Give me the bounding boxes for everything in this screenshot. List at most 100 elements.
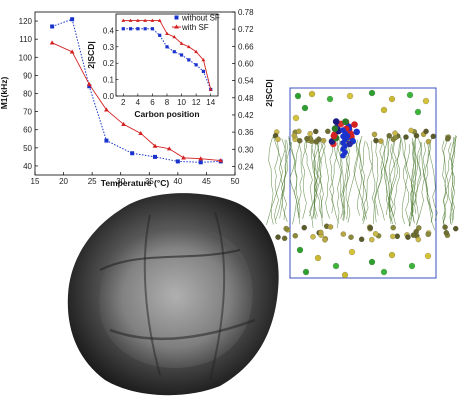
- headgroup-top: [296, 128, 302, 135]
- ion-sphere: [388, 95, 396, 103]
- lipid-tail: [329, 135, 339, 224]
- inset-y-axis-label: 2|SCD|: [86, 41, 96, 68]
- headgroup-top: [413, 132, 420, 139]
- lipid-tail: [415, 137, 422, 226]
- lipid-tail: [361, 140, 373, 221]
- ion-sphere: [388, 251, 396, 259]
- vesicle-fold-line-4: [209, 211, 226, 381]
- lipid-tail: [275, 139, 286, 220]
- main-point-with-sf: [69, 49, 75, 54]
- headgroup-bottom: [283, 225, 289, 232]
- main-y-right-tick-label: 0.36: [238, 128, 254, 137]
- inset-point-without-sf: [194, 63, 198, 67]
- main-y-left-ticks: 40 50 60 70 80 90 100 110 120: [19, 17, 38, 171]
- inset-x-tick-label: 4: [136, 98, 141, 107]
- lipid-tail: [329, 141, 338, 214]
- ion-sphere: [408, 262, 416, 270]
- main-y-right-tick-label: 0.42: [238, 111, 254, 120]
- legend-label-with: with SF: [181, 23, 209, 32]
- ion-sphere: [294, 92, 302, 100]
- vesicle-micrograph: [67, 193, 279, 396]
- lipid-tail: [353, 135, 362, 216]
- ion-sphere: [301, 104, 309, 112]
- headgroup-top: [392, 130, 398, 136]
- inset-y-tick-label: 0.0: [103, 92, 115, 101]
- main-y-right-axis-label: 2|SCD|: [264, 79, 274, 106]
- headgroup-bottom: [405, 234, 411, 240]
- inset-point-with-sf: [208, 87, 213, 91]
- headgroup-bottom: [453, 225, 459, 232]
- main-x-tick-label: 50: [231, 177, 240, 186]
- main-chart: 15 20 25 30 35 40 45 50 40 50 60 70 80 90 100 110 120 0…: [0, 8, 274, 188]
- headgroup-top: [386, 133, 392, 139]
- lipid-tail: [393, 136, 402, 217]
- lipid-tail: [389, 140, 401, 221]
- lipid-tail: [270, 136, 282, 225]
- headgroup-top: [291, 132, 297, 139]
- main-y-right-ticks: 0.24 0.30 0.36 0.42 0.48 0.54 0.60 0.66 0.72 0.78: [232, 8, 254, 171]
- main-y-left-tick-label: 110: [19, 35, 32, 44]
- inset-point-with-sf: [128, 18, 133, 22]
- main-x-tick-label: 45: [202, 177, 211, 186]
- main-y-right-tick-label: 0.78: [238, 8, 254, 17]
- inset-point-without-sf: [201, 69, 206, 73]
- main-point-without-sf: [70, 17, 75, 22]
- lipid-tail: [381, 136, 396, 225]
- inset-point-without-sf: [128, 27, 133, 31]
- headgroup-top: [304, 135, 310, 142]
- lipid-tail: [401, 144, 410, 225]
- ion-sphere: [380, 106, 388, 114]
- headgroup-bottom: [416, 225, 422, 231]
- lipid-tail: [400, 137, 411, 226]
- main-y-left-tick-label: 60: [23, 126, 32, 135]
- headgroup-top: [430, 133, 437, 140]
- inset-point-with-sf: [201, 58, 206, 62]
- ion-sphere: [292, 114, 300, 122]
- headgroup-bottom: [348, 234, 354, 240]
- inset-point-with-sf: [150, 18, 155, 22]
- lipid-tail: [420, 142, 435, 231]
- main-y-right-tick-label: 0.66: [238, 42, 254, 51]
- vesicle-inner-region: [99, 227, 253, 368]
- inset-x-tick-label: 8: [165, 98, 170, 107]
- ion-sphere: [414, 108, 422, 116]
- lipid-tail: [403, 138, 414, 227]
- headgroup-bottom: [318, 229, 324, 236]
- lipid-tail: [426, 140, 438, 221]
- main-point-with-sf: [218, 158, 224, 163]
- inset-point-without-sf: [172, 50, 176, 54]
- headgroup-bottom: [390, 224, 396, 231]
- inset-point-with-sf: [186, 44, 191, 49]
- lipid-headgroups: [272, 127, 459, 243]
- inset-x-axis-label: Carbon position: [134, 109, 199, 119]
- headgroup-bottom: [390, 233, 396, 240]
- legend-marker-with: [174, 24, 179, 29]
- inset-point-with-sf: [121, 18, 126, 22]
- headgroup-bottom: [425, 231, 431, 238]
- lipid-tail: [377, 140, 386, 221]
- main-x-tick-label: 15: [31, 177, 40, 186]
- solvent-ions: [292, 89, 432, 279]
- main-y-right-tick-label: 0.48: [238, 94, 254, 103]
- ion-sphere: [332, 262, 340, 270]
- main-y-left-tick-label: 100: [19, 53, 33, 62]
- inset-x-tick-label: 10: [177, 98, 186, 107]
- ion-sphere: [302, 268, 310, 276]
- main-y-right-tick-label: 0.54: [238, 77, 254, 86]
- inset-y-ticks: 0.0 0.1 0.2 0.3 0.4: [103, 26, 119, 101]
- lipid-tail: [333, 140, 342, 229]
- headgroup-bottom: [301, 224, 307, 231]
- main-y-left-tick-label: 80: [23, 90, 32, 99]
- lipid-tail: [366, 141, 377, 223]
- peptide-atom: [342, 118, 349, 125]
- lipid-tail: [373, 135, 379, 225]
- peptide-atom: [351, 121, 358, 128]
- headgroup-bottom: [358, 236, 365, 242]
- lipid-tail: [441, 140, 454, 221]
- inset-point-without-sf: [165, 45, 169, 49]
- main-y-left-tick-label: 40: [23, 162, 32, 171]
- main-x-tick-label: 20: [59, 177, 68, 186]
- headgroup-bottom: [275, 234, 281, 240]
- ion-sphere: [422, 97, 430, 105]
